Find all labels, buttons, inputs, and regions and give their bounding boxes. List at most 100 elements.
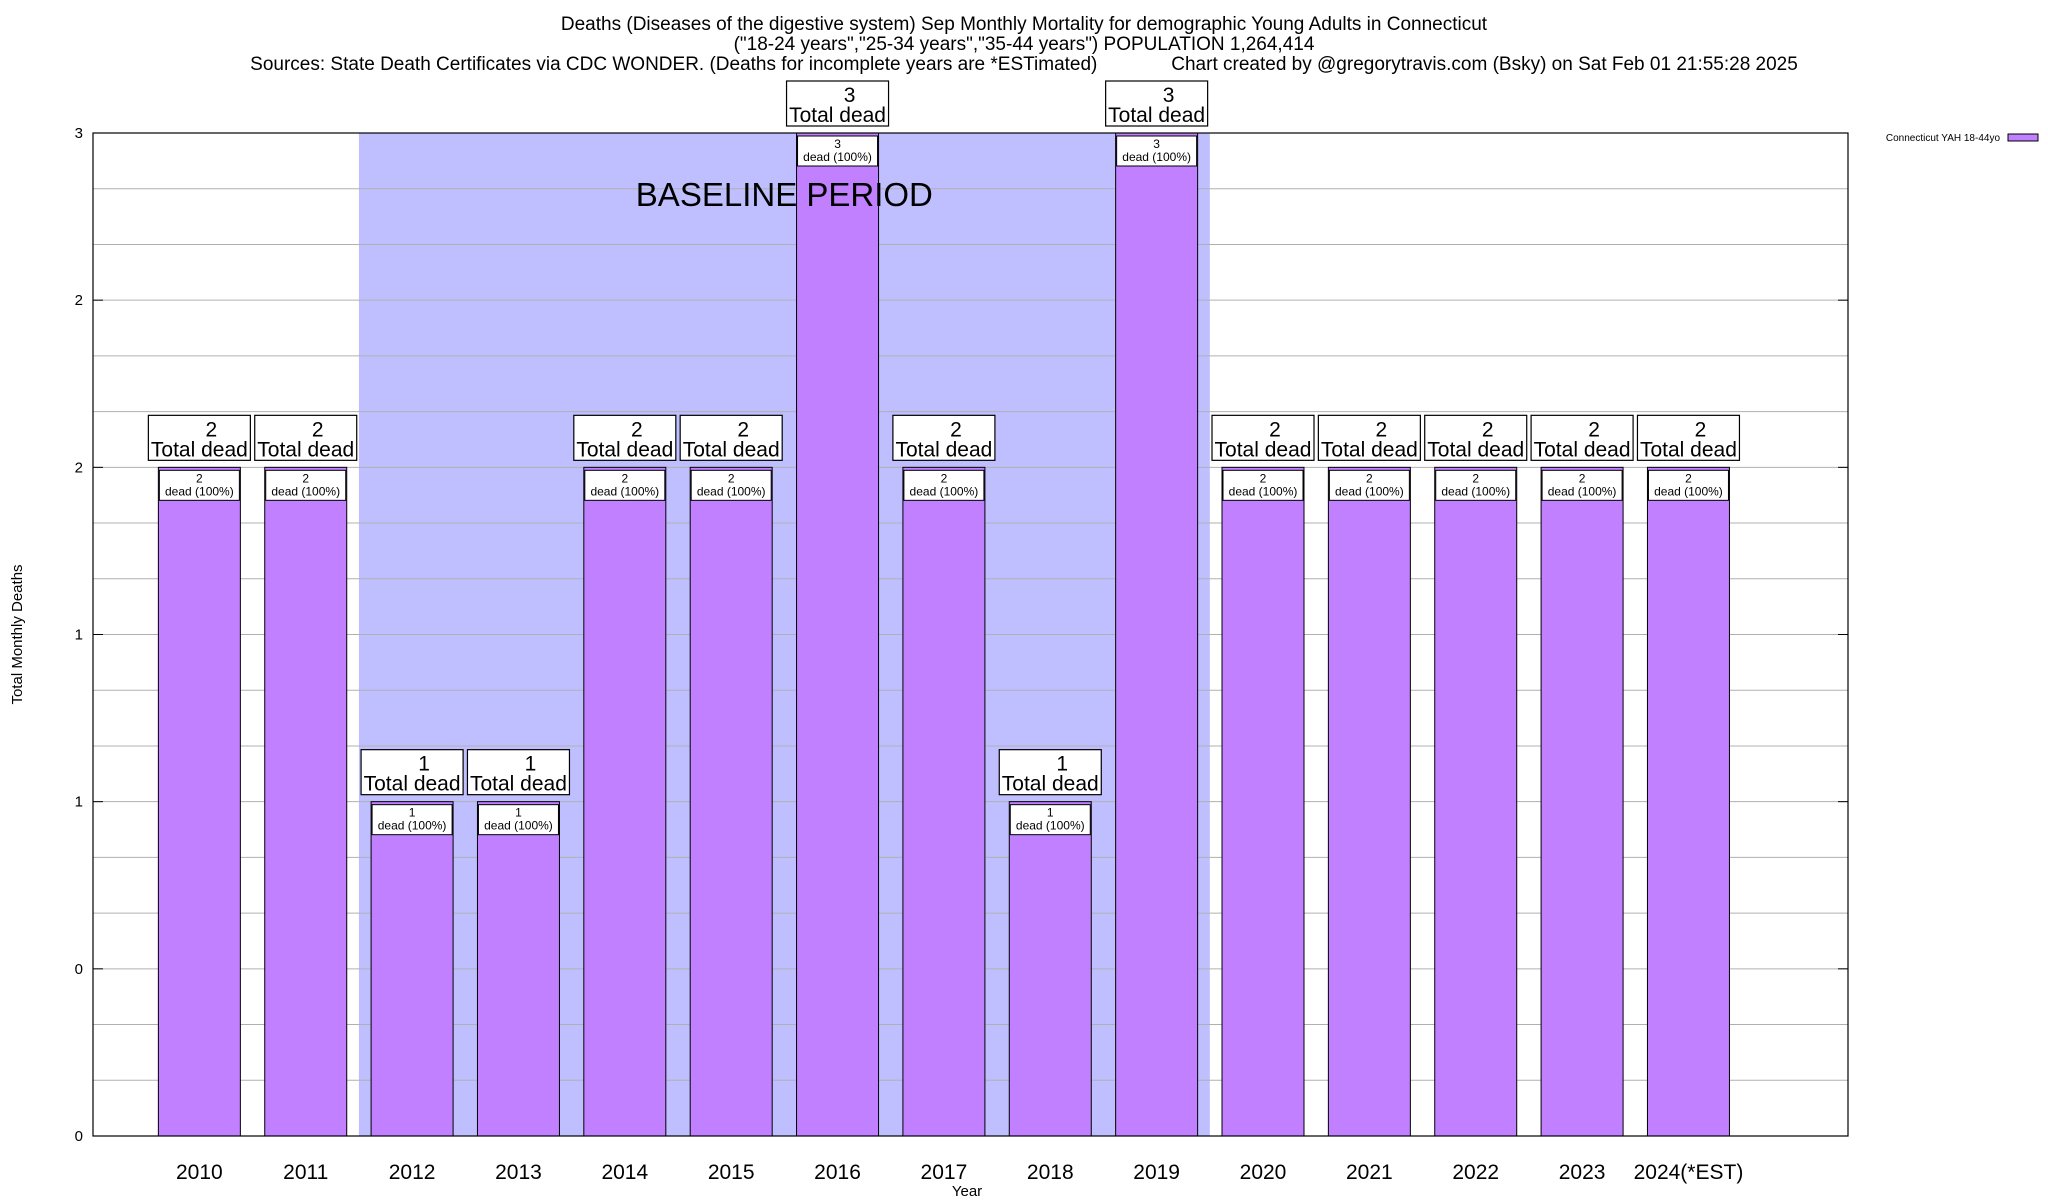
total-label-box — [147, 414, 251, 461]
total-label-count: 2 — [312, 418, 324, 441]
bar-label-caption: dead (100%) — [1654, 484, 1723, 498]
x-tick-label-2019: 2019 — [1133, 1161, 1180, 1184]
bar-label-count: 2 — [621, 471, 628, 485]
y-tick-label: 3 — [75, 125, 83, 142]
total-label-caption: Total dead — [470, 773, 567, 796]
bar-label-box — [1116, 135, 1198, 167]
bar-label-count: 1 — [1047, 806, 1054, 820]
total-label-caption: Total dead — [364, 773, 461, 796]
total-label-count: 2 — [1376, 418, 1388, 441]
bar-label-caption: dead (100%) — [910, 484, 979, 498]
total-label-count: 3 — [844, 84, 856, 107]
x-tick-label-2021: 2021 — [1346, 1161, 1393, 1184]
total-label-count: 1 — [418, 753, 430, 776]
bar-label-box — [584, 469, 666, 501]
bar-2018 — [1008, 801, 1092, 1137]
total-label-count: 1 — [1056, 753, 1068, 776]
bar-2015 — [689, 466, 773, 1137]
total-label-count: 2 — [737, 418, 749, 441]
bar-label-caption: dead (100%) — [1122, 150, 1191, 164]
bar-label-caption: dead (100%) — [165, 484, 234, 498]
bar-2017 — [902, 466, 986, 1137]
x-tick-label-2012: 2012 — [389, 1161, 436, 1184]
bar-label-box — [1009, 804, 1091, 836]
total-label-box — [360, 749, 464, 796]
legend-label: Connecticut YAH 18-44yo — [1886, 133, 2001, 144]
legend-swatch — [2007, 133, 2039, 142]
total-label-caption: Total dead — [1640, 438, 1737, 461]
bar-label-box — [1328, 469, 1410, 501]
bar-label-caption: dead (100%) — [803, 150, 872, 164]
chart-title: Deaths (Diseases of the digestive system… — [560, 14, 1488, 35]
y-tick-label: 1 — [75, 627, 83, 644]
bar-label-count: 3 — [1153, 137, 1160, 151]
x-tick-label-2014: 2014 — [601, 1161, 648, 1184]
x-tick-label-2023: 2023 — [1559, 1161, 1606, 1184]
total-label-box — [679, 414, 783, 461]
bar-2022 — [1434, 466, 1518, 1137]
bar-label-count: 2 — [1366, 471, 1373, 485]
bar-2012 — [370, 801, 454, 1137]
bar-label-caption: dead (100%) — [271, 484, 340, 498]
total-label-count: 2 — [1482, 418, 1494, 441]
bar-2023 — [1540, 466, 1624, 1137]
total-label-box — [1530, 414, 1634, 461]
total-label-caption: Total dead — [1002, 773, 1099, 796]
bar-label-count: 2 — [1579, 471, 1586, 485]
total-label-count: 2 — [206, 418, 218, 441]
y-axis-label: Total Monthly Deaths — [9, 564, 26, 704]
total-label-count: 2 — [631, 418, 643, 441]
x-axis-label: Year — [952, 1183, 982, 1200]
bar-label-box — [690, 469, 772, 501]
bar-label-box — [1222, 469, 1304, 501]
total-label-count: 1 — [525, 753, 537, 776]
bar-label-box — [477, 804, 559, 836]
total-label-caption: Total dead — [1321, 438, 1418, 461]
bar-label-box — [903, 469, 985, 501]
y-tick-label: 0 — [75, 1128, 83, 1145]
bar-2024(*EST) — [1646, 466, 1730, 1137]
total-label-caption: Total dead — [895, 438, 992, 461]
bar-label-count: 2 — [1472, 471, 1479, 485]
total-label-box — [1424, 414, 1528, 461]
total-label-count: 3 — [1163, 84, 1175, 107]
x-tick-label-2016: 2016 — [814, 1161, 861, 1184]
bar-2014 — [583, 466, 667, 1137]
chart-sources: Sources: State Death Certificates via CD… — [250, 54, 1798, 75]
total-label-caption: Total dead — [1534, 438, 1631, 461]
bar-label-caption: dead (100%) — [378, 819, 447, 833]
bar-2011 — [264, 466, 348, 1137]
bar-2021 — [1327, 466, 1411, 1137]
bar-label-box — [158, 469, 240, 501]
bar-label-count: 1 — [515, 806, 522, 820]
bar-label-caption: dead (100%) — [484, 819, 553, 833]
total-label-box — [1317, 414, 1421, 461]
bar-label-caption: dead (100%) — [1441, 484, 1510, 498]
total-label-box — [466, 749, 571, 796]
total-label-count: 2 — [1695, 418, 1707, 441]
total-label-box — [1636, 414, 1741, 461]
x-tick-label-2020: 2020 — [1240, 1161, 1287, 1184]
bar-label-count: 3 — [834, 137, 841, 151]
bar-label-count: 2 — [1685, 471, 1692, 485]
total-label-box — [254, 414, 358, 461]
bar-2010 — [157, 466, 241, 1137]
total-label-count: 2 — [1269, 418, 1281, 441]
chart-subtitle: ("18-24 years","25-34 years","35-44 year… — [733, 34, 1315, 55]
bar-label-caption: dead (100%) — [1335, 484, 1404, 498]
total-label-caption: Total dead — [151, 438, 248, 461]
bar-label-caption: dead (100%) — [590, 484, 659, 498]
total-label-box — [1211, 414, 1315, 461]
bar-label-box — [797, 135, 879, 167]
total-label-box — [573, 414, 677, 461]
bar-label-caption: dead (100%) — [1016, 819, 1085, 833]
bar-label-count: 2 — [196, 471, 203, 485]
bar-label-caption: dead (100%) — [1548, 484, 1617, 498]
bar-label-box — [1647, 469, 1729, 501]
x-tick-label-2018: 2018 — [1027, 1161, 1074, 1184]
bar-label-box — [371, 804, 453, 836]
x-tick-label-2022: 2022 — [1452, 1161, 1499, 1184]
total-label-caption: Total dead — [1215, 438, 1312, 461]
bar-label-count: 2 — [302, 471, 309, 485]
